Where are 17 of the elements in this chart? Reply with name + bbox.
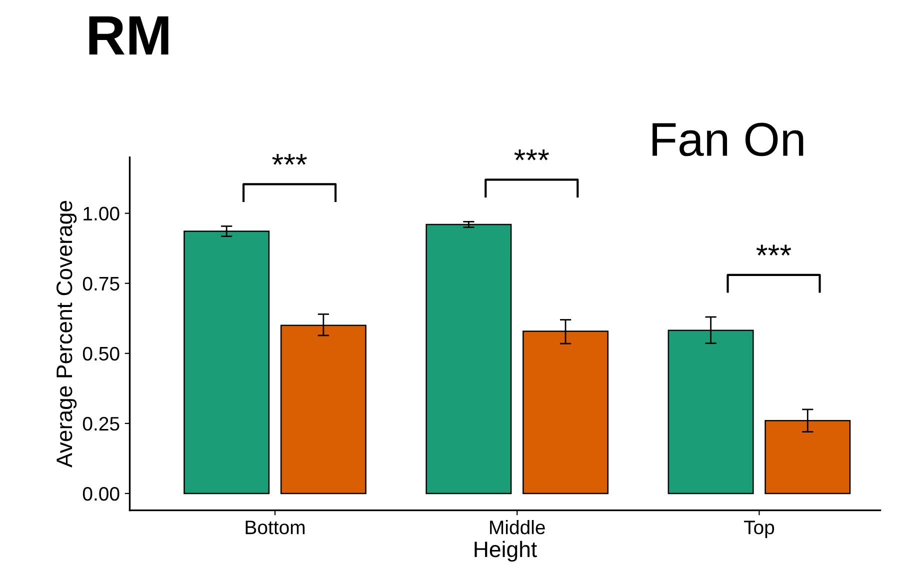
annotation: *** <box>514 150 549 160</box>
y-tick-label: 1.00 <box>84 206 120 221</box>
y-tick-label: 0.75 <box>82 276 120 291</box>
bar <box>426 224 512 494</box>
chart-subtitle: Fan On <box>652 122 804 156</box>
x-tick-label: Middle <box>490 520 545 534</box>
chart-title: RM <box>89 16 168 55</box>
annotation: *** <box>756 244 792 256</box>
annotation: *** <box>272 154 307 165</box>
y-tick-label: 0.25 <box>82 416 120 431</box>
x-tick-label: Bottom <box>246 520 305 534</box>
y-tick-label: 0.50 <box>82 346 120 361</box>
x-axis-title: Height <box>474 540 537 562</box>
y-tick-label: 0.00 <box>82 486 120 501</box>
y-axis-title: Average Percent Coverage <box>56 200 77 468</box>
x-tick-label: Top <box>744 520 774 538</box>
bar <box>184 230 270 494</box>
